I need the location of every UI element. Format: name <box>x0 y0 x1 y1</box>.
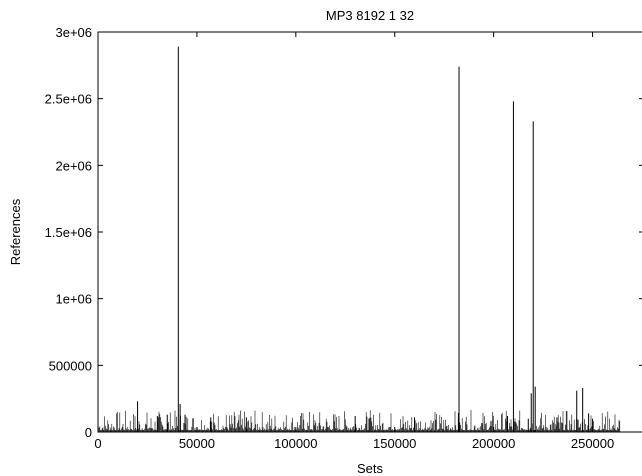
x-tick-label: 50000 <box>179 436 215 451</box>
chart-title: MP3 8192 1 32 <box>326 8 414 23</box>
noise-bars <box>98 410 621 432</box>
x-axis: 0 50000 100000 150000 200000 250000 <box>94 32 614 451</box>
y-tick-label: 500000 <box>49 358 92 373</box>
y-axis-label: References <box>8 198 23 265</box>
x-tick-label: 150000 <box>373 436 416 451</box>
y-tick-label: 2e+06 <box>55 158 92 173</box>
plot-frame <box>97 31 642 433</box>
x-tick-label: 250000 <box>571 436 614 451</box>
y-tick-label: 1.5e+06 <box>45 225 92 240</box>
baseline-noise <box>98 410 621 432</box>
y-tick-label: 3e+06 <box>55 25 92 40</box>
x-tick-label: 200000 <box>472 436 515 451</box>
y-tick-label: 2.5e+06 <box>45 92 92 107</box>
x-tick-label: 0 <box>94 436 101 451</box>
x-axis-label: Sets <box>357 461 384 476</box>
bar-series <box>137 46 594 432</box>
y-tick-label: 0 <box>85 425 92 440</box>
y-axis: 0 500000 1e+06 1.5e+06 2e+06 2.5e+06 3e+06 <box>45 25 642 440</box>
y-tick-label: 1e+06 <box>55 292 92 307</box>
x-tick-label: 100000 <box>274 436 317 451</box>
